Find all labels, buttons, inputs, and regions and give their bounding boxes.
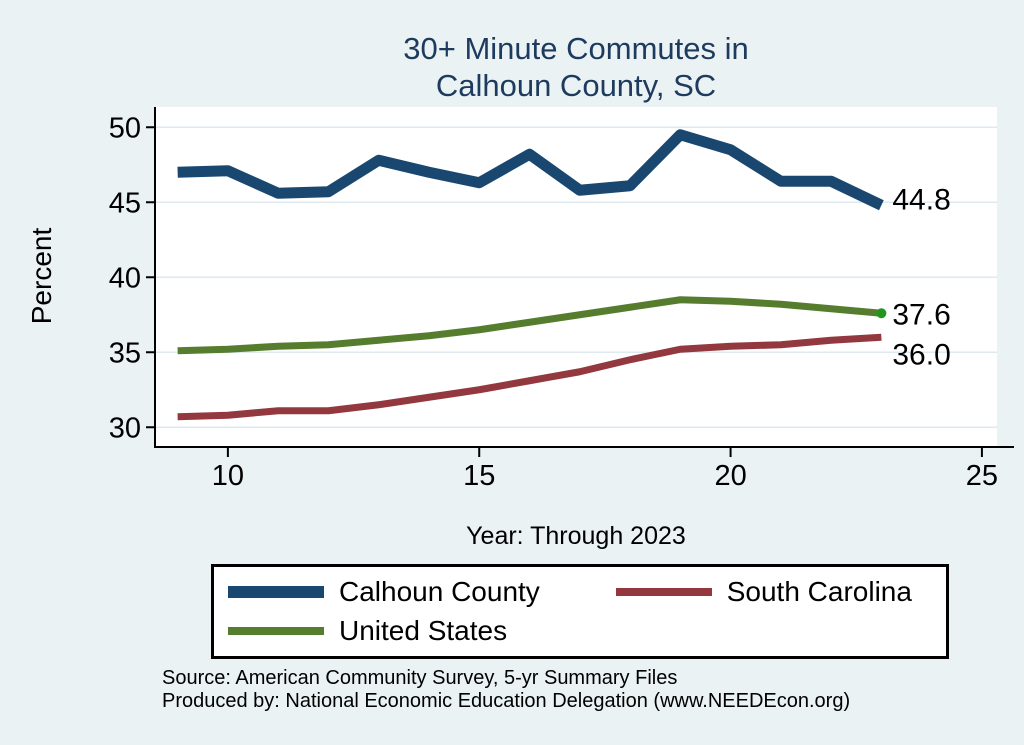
series-line-calhoun-county xyxy=(177,129,884,211)
legend-swatch-south-carolina xyxy=(615,588,712,597)
legend-item-calhoun-county: Calhoun County xyxy=(228,576,616,608)
y-tick-label-30: 30 xyxy=(109,412,141,444)
source-note: Source: American Community Survey, 5-yr … xyxy=(162,667,850,713)
y-tick-label-40: 40 xyxy=(109,262,141,294)
x-tick-label-25: 25 xyxy=(966,460,998,492)
source-line: Source: American Community Survey, 5-yr … xyxy=(162,667,678,689)
legend-item-united-states: United States xyxy=(228,615,616,647)
legend-swatch-calhoun-county xyxy=(228,586,324,599)
legend-label-south-carolina: South Carolina xyxy=(726,576,912,608)
x-tick-label-10: 10 xyxy=(212,460,244,492)
series-line-south-carolina xyxy=(177,333,882,421)
chart-title-line2: Calhoun County, SC xyxy=(435,68,717,103)
series-line-united-states xyxy=(177,296,882,355)
legend: Calhoun County South Carolina United Sta… xyxy=(211,564,949,659)
legend-label-united-states: United States xyxy=(339,614,508,646)
end-label-united-states: 37.6 xyxy=(892,298,950,331)
legend-item-south-carolina: South Carolina xyxy=(615,576,946,608)
chart-title: 30+ Minute Commutes in Calhoun County, S… xyxy=(155,30,997,104)
legend-swatch-united-states xyxy=(228,626,324,635)
legend-label-calhoun-county: Calhoun County xyxy=(339,576,540,608)
y-tick-label-50: 50 xyxy=(109,112,141,144)
end-dot-united-states xyxy=(876,308,887,319)
produced-by-line: Produced by: National Economic Education… xyxy=(162,690,851,712)
x-tick-label-15: 15 xyxy=(463,460,495,492)
end-label-south-carolina: 36.0 xyxy=(892,338,950,371)
y-tick-label-35: 35 xyxy=(109,337,141,369)
x-axis-title: Year: Through 2023 xyxy=(466,522,686,550)
y-tick-label-45: 45 xyxy=(109,187,141,219)
end-label-calhoun-county: 44.8 xyxy=(892,183,950,216)
chart-title-line1: 30+ Minute Commutes in xyxy=(403,31,749,66)
x-tick-label-20: 20 xyxy=(714,460,746,492)
